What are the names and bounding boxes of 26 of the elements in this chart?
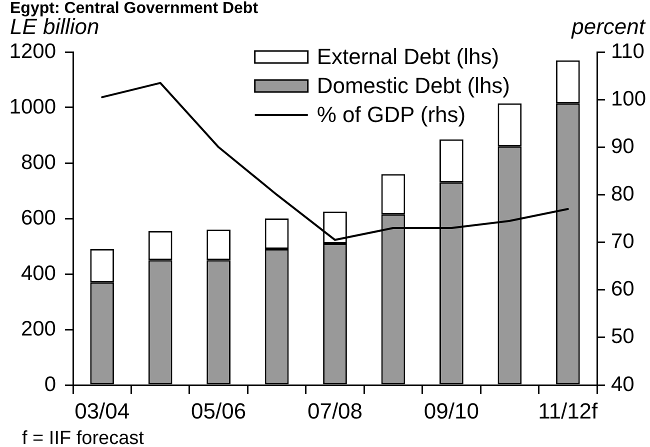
x-tick-label: 05/06	[191, 398, 246, 424]
y-tick-label: 1000	[9, 95, 56, 118]
y-tick-label: 0	[44, 372, 56, 396]
y-tick-label: 600	[20, 206, 56, 230]
x-tick-label: 07/08	[307, 398, 363, 424]
y2-tick-label: 110	[611, 40, 644, 63]
y2-tick-label: 40	[611, 372, 634, 396]
y2-tick-label: 90	[611, 134, 634, 158]
y2-tick-label: 100	[611, 87, 646, 110]
x-tick-label: 03/04	[74, 398, 130, 424]
y-tick-label: 1200	[9, 40, 56, 63]
y-tick-label: 200	[20, 317, 56, 340]
x-tick-label: 09/10	[424, 398, 479, 424]
legend-label: Domestic Debt (lhs)	[316, 73, 510, 98]
y-tick-label: 400	[20, 262, 56, 285]
y2-axis-title: percent	[570, 14, 646, 39]
y2-tick-label: 80	[611, 182, 634, 206]
text: f = IIF forecast	[22, 428, 145, 447]
x-tick-label: 11/12f	[538, 398, 599, 424]
y2-tick-label: 60	[611, 278, 634, 301]
legend-label: External Debt (lhs)	[316, 44, 500, 70]
y2-tick-label: 70	[611, 230, 634, 254]
legend-label: % of GDP (rhs)	[316, 102, 466, 128]
chart-title: Egypt: Central Government Debt	[10, 0, 259, 17]
y2-tick-label: 50	[611, 325, 634, 348]
y-tick-label: 800	[20, 150, 56, 174]
